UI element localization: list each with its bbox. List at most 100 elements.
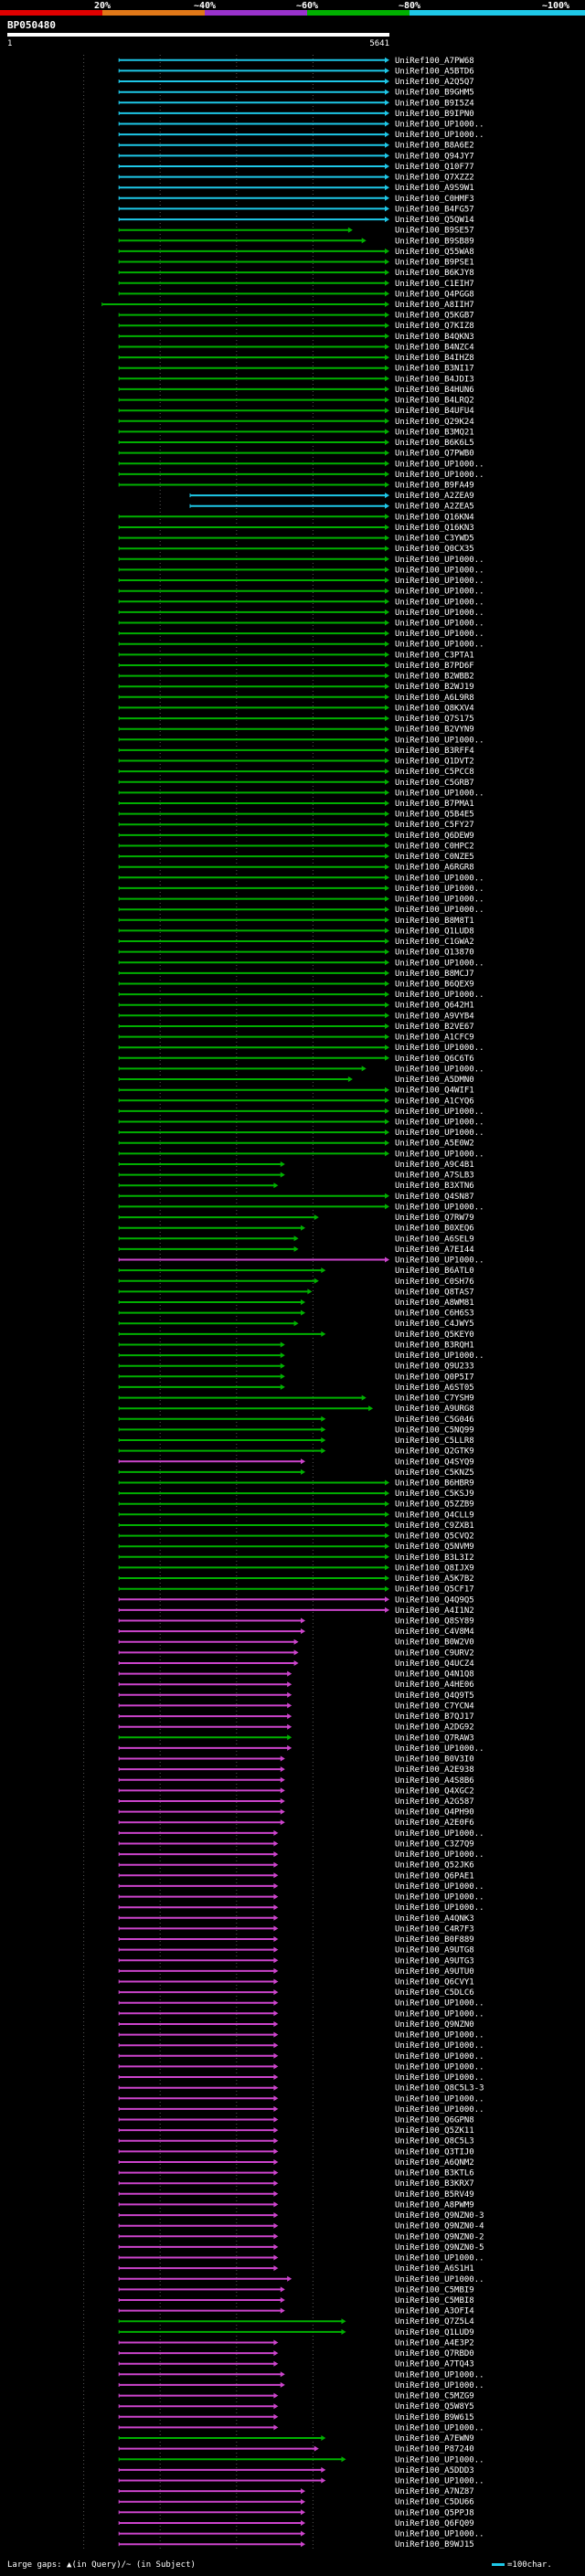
hit-label[interactable]: UniRef100_A5DDD3 (395, 2466, 474, 2475)
hit-label[interactable]: UniRef100_A5DMN0 (395, 1076, 474, 1085)
hit-label[interactable]: UniRef100_B3L3I2 (395, 1553, 474, 1563)
hit-label[interactable]: UniRef100_Q642H1 (395, 1002, 474, 1011)
hit-label[interactable]: UniRef100_B9SB89 (395, 237, 474, 246)
hit-label[interactable]: UniRef100_UP1000.. (395, 598, 484, 607)
hit-label[interactable]: UniRef100_Q4UCZ4 (395, 1659, 474, 1669)
hit-label[interactable]: UniRef100_Q5ZK11 (395, 2126, 474, 2136)
hit-label[interactable]: UniRef100_A5BTD6 (395, 67, 474, 76)
hit-label[interactable]: UniRef100_Q9NZN0-5 (395, 2243, 484, 2253)
hit-label[interactable]: UniRef100_UP1000.. (395, 1352, 484, 1361)
hit-label[interactable]: UniRef100_C3PTA1 (395, 651, 474, 660)
hit-label[interactable]: UniRef100_UP1000.. (395, 2062, 484, 2072)
hit-label[interactable]: UniRef100_Q29K24 (395, 418, 474, 427)
hit-label[interactable]: UniRef100_A2E0F6 (395, 1818, 474, 1828)
hit-label[interactable]: UniRef100_UP1000.. (395, 460, 484, 469)
hit-label[interactable]: UniRef100_B9SE57 (395, 227, 474, 236)
hit-label[interactable]: UniRef100_B4QKN3 (395, 333, 474, 342)
hit-label[interactable]: UniRef100_UP1000.. (395, 2275, 484, 2284)
hit-label[interactable]: UniRef100_Q16KN4 (395, 513, 474, 522)
hit-label[interactable]: UniRef100_C4R7F3 (395, 1924, 474, 1934)
hit-label[interactable]: UniRef100_C7YCN4 (395, 1701, 474, 1711)
hit-label[interactable]: UniRef100_A7SLB3 (395, 1171, 474, 1181)
hit-label[interactable]: UniRef100_UP1000.. (395, 1903, 484, 1913)
hit-label[interactable]: UniRef100_C0SH76 (395, 1277, 474, 1287)
hit-label[interactable]: UniRef100_B9IPN0 (395, 110, 474, 119)
hit-label[interactable]: UniRef100_Q94JY7 (395, 152, 474, 161)
hit-label[interactable]: UniRef100_UP1000.. (395, 1256, 484, 1266)
hit-label[interactable]: UniRef100_A9C4B1 (395, 1161, 474, 1170)
hit-label[interactable]: UniRef100_C5KNZ5 (395, 1468, 474, 1478)
hit-label[interactable]: UniRef100_Q5QW14 (395, 216, 474, 225)
hit-label[interactable]: UniRef100_Q7PWB0 (395, 450, 474, 459)
hit-label[interactable]: UniRef100_P87240 (395, 2445, 474, 2454)
hit-label[interactable]: UniRef100_B4FG57 (395, 205, 474, 214)
hit-label[interactable]: UniRef100_B6HBR9 (395, 1479, 474, 1489)
hit-label[interactable]: UniRef100_UP1000.. (395, 1999, 484, 2009)
hit-label[interactable]: UniRef100_Q7RAW3 (395, 1733, 474, 1743)
hit-label[interactable]: UniRef100_UP1000.. (395, 641, 484, 650)
hit-label[interactable]: UniRef100_UP1000.. (395, 2423, 484, 2433)
hit-label[interactable]: UniRef100_Q7RW79 (395, 1214, 474, 1223)
hit-label[interactable]: UniRef100_UP1000.. (395, 588, 484, 597)
hit-label[interactable]: UniRef100_Q3TIJ0 (395, 2147, 474, 2157)
hit-label[interactable]: UniRef100_Q9U233 (395, 1362, 474, 1372)
hit-label[interactable]: UniRef100_UP1000.. (395, 2477, 484, 2486)
hit-label[interactable]: UniRef100_Q5KEY0 (395, 1330, 474, 1340)
hit-label[interactable]: UniRef100_Q8C5L3-3 (395, 2084, 484, 2094)
hit-label[interactable]: UniRef100_UP1000.. (395, 1744, 484, 1754)
hit-label[interactable]: UniRef100_B2VYN9 (395, 726, 474, 735)
hit-label[interactable]: UniRef100_B2WJ19 (395, 683, 474, 692)
hit-label[interactable]: UniRef100_A1CFC9 (395, 1034, 474, 1043)
hit-label[interactable]: UniRef100_Q8IJX9 (395, 1564, 474, 1573)
hit-label[interactable]: UniRef100_Q4N1Q8 (395, 1670, 474, 1680)
hit-label[interactable]: UniRef100_B4HUN6 (395, 386, 474, 395)
hit-label[interactable]: UniRef100_B3KTL6 (395, 2169, 474, 2178)
hit-label[interactable]: UniRef100_Q6DEW9 (395, 832, 474, 841)
hit-label[interactable]: UniRef100_C5PCC8 (395, 768, 474, 777)
hit-label[interactable]: UniRef100_C5FY27 (395, 821, 474, 830)
hit-label[interactable]: UniRef100_A5K7B2 (395, 1574, 474, 1584)
hit-label[interactable]: UniRef100_Q6CVY1 (395, 1978, 474, 1988)
hit-label[interactable]: UniRef100_B9GHM5 (395, 89, 474, 98)
hit-label[interactable]: UniRef100_UP1000.. (395, 2094, 484, 2104)
hit-label[interactable]: UniRef100_UP1000.. (395, 789, 484, 798)
hit-label[interactable]: UniRef100_UP1000.. (395, 630, 484, 639)
hit-label[interactable]: UniRef100_Q9NZN0 (395, 2020, 474, 2030)
hit-label[interactable]: UniRef100_UP1000.. (395, 906, 484, 915)
hit-label[interactable]: UniRef100_Q4XGC2 (395, 1786, 474, 1796)
hit-label[interactable]: UniRef100_Q1LUD8 (395, 927, 474, 936)
hit-label[interactable]: UniRef100_A4HE06 (395, 1680, 474, 1690)
hit-label[interactable]: UniRef100_Q9NZN0-3 (395, 2211, 484, 2221)
hit-label[interactable]: UniRef100_Q4SN87 (395, 1193, 474, 1202)
hit-label[interactable]: UniRef100_A5E0W2 (395, 1140, 474, 1149)
hit-label[interactable]: UniRef100_A7EWN9 (395, 2434, 474, 2443)
hit-label[interactable]: UniRef100_B6QEX9 (395, 981, 474, 990)
hit-label[interactable]: UniRef100_C5DU66 (395, 2498, 474, 2507)
hit-label[interactable]: UniRef100_A7TQ43 (395, 2360, 474, 2369)
hit-label[interactable]: UniRef100_B2VE67 (395, 1023, 474, 1032)
hit-label[interactable]: UniRef100_B2WBB2 (395, 673, 474, 682)
hit-label[interactable]: UniRef100_A4S8B6 (395, 1776, 474, 1786)
hit-label[interactable]: UniRef100_C4V8M4 (395, 1627, 474, 1637)
hit-label[interactable]: UniRef100_B3KRX7 (395, 2179, 474, 2189)
hit-label[interactable]: UniRef100_C5LLR8 (395, 1436, 474, 1446)
hit-label[interactable]: UniRef100_Q6C6T6 (395, 1055, 474, 1064)
hit-label[interactable]: UniRef100_B3XTN6 (395, 1182, 474, 1191)
hit-label[interactable]: UniRef100_A2ZEA9 (395, 492, 474, 501)
hit-label[interactable]: UniRef100_A3OFI4 (395, 2307, 474, 2316)
hit-label[interactable]: UniRef100_UP1000.. (395, 1118, 484, 1128)
hit-label[interactable]: UniRef100_B9PSE1 (395, 259, 474, 268)
hit-label[interactable]: UniRef100_UP1000.. (395, 577, 484, 586)
hit-label[interactable]: UniRef100_B4IHZ8 (395, 354, 474, 363)
hit-label[interactable]: UniRef100_Q7KIZ8 (395, 322, 474, 331)
hit-label[interactable]: UniRef100_UP1000.. (395, 1829, 484, 1839)
hit-label[interactable]: UniRef100_A2Q5Q7 (395, 78, 474, 87)
hit-label[interactable]: UniRef100_A7PW68 (395, 57, 474, 66)
hit-label[interactable]: UniRef100_A2ZEA5 (395, 503, 474, 512)
hit-label[interactable]: UniRef100_Q5NVM9 (395, 1542, 474, 1552)
hit-label[interactable]: UniRef100_A4QNK3 (395, 1914, 474, 1924)
hit-label[interactable]: UniRef100_B0V3I0 (395, 1755, 474, 1765)
hit-label[interactable]: UniRef100_B4UFU4 (395, 407, 474, 416)
hit-label[interactable]: UniRef100_B3RQH1 (395, 1341, 474, 1351)
hit-label[interactable]: UniRef100_Q5KGB7 (395, 312, 474, 321)
